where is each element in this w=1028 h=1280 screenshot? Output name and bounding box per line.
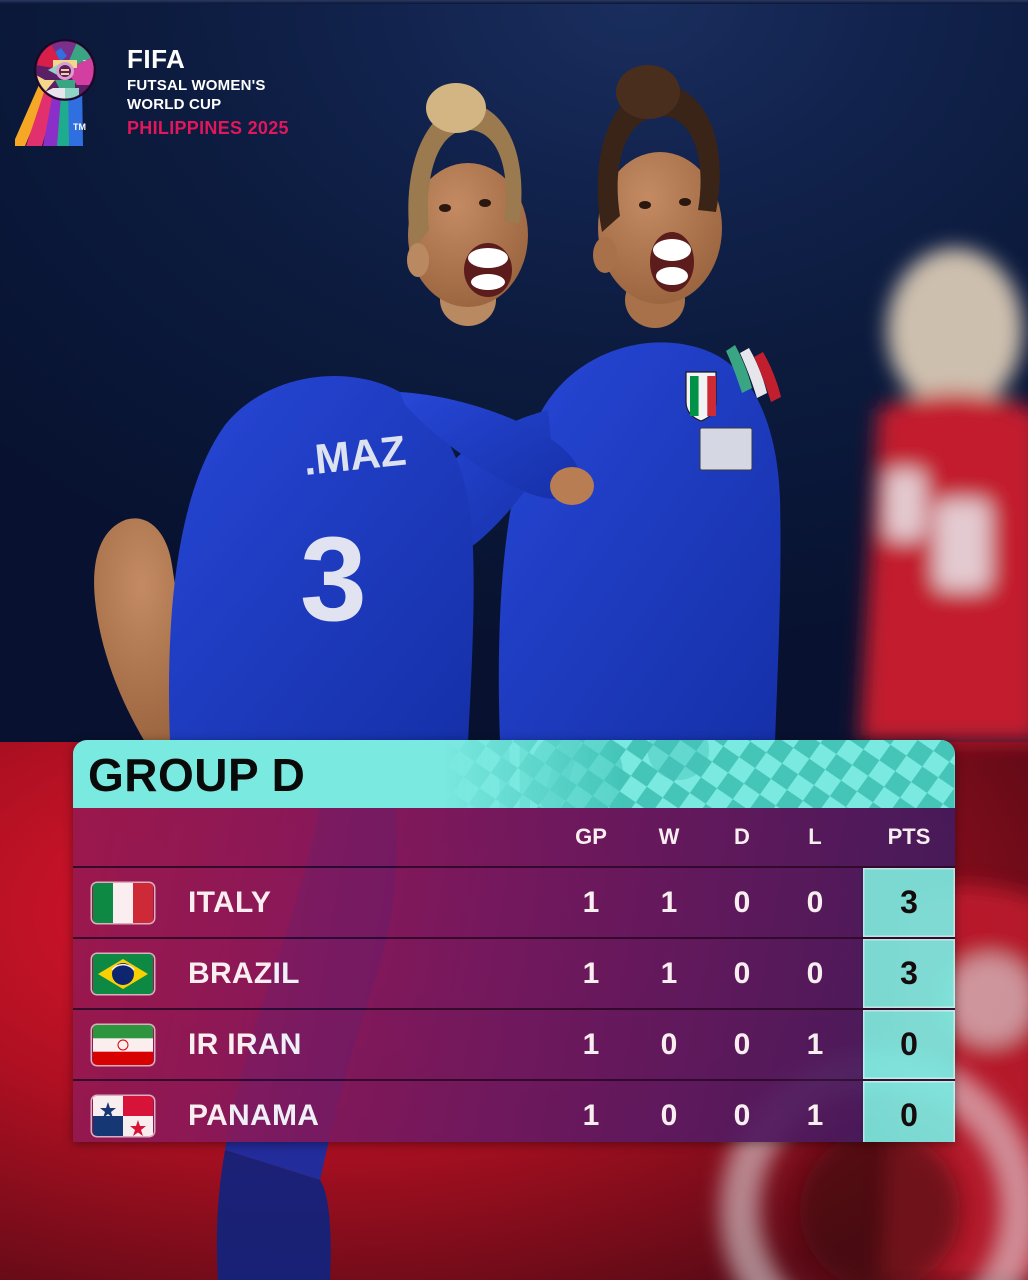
svg-text:3: 3: [300, 512, 367, 646]
